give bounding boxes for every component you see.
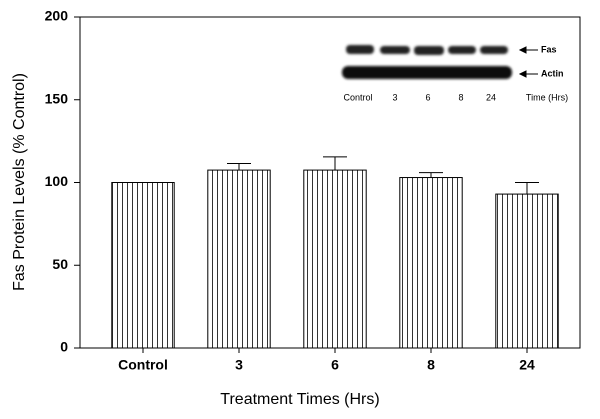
blot-lane-label: 3	[392, 92, 397, 102]
blot-band-label: Fas	[541, 44, 557, 54]
y-tick-label: 50	[52, 256, 68, 272]
error-bar	[323, 156, 347, 171]
y-tick-label: 100	[45, 173, 69, 189]
blot-band-label: Actin	[541, 68, 564, 78]
bar	[111, 182, 175, 349]
x-tick-label: Control	[118, 357, 168, 373]
blot-lane-label: Control	[343, 92, 372, 102]
x-tick-label: 3	[235, 357, 243, 373]
bar	[303, 169, 367, 349]
error-bar	[419, 172, 443, 178]
x-tick-label: 8	[427, 357, 435, 373]
x-axis-title: Treatment Times (Hrs)	[220, 391, 379, 408]
y-tick-label: 200	[45, 8, 69, 24]
error-bar	[227, 162, 251, 171]
blot-arrows	[518, 46, 538, 78]
y-axis-title: Fas Protein Levels (% Control)	[11, 73, 28, 291]
blot-lane-label: 24	[486, 92, 496, 102]
bar	[399, 177, 463, 349]
blot-lane-label: 8	[458, 92, 463, 102]
bar	[207, 169, 271, 349]
bar	[495, 193, 559, 349]
y-tick-label: 150	[45, 90, 69, 106]
x-tick-label: 24	[519, 357, 535, 373]
x-tick-label: 6	[331, 357, 339, 373]
blot-time-label: Time (Hrs)	[526, 92, 568, 102]
blot-image	[342, 45, 512, 79]
error-bar	[515, 182, 539, 195]
blot-lane-label: 6	[425, 92, 430, 102]
y-tick-label: 0	[60, 339, 68, 355]
